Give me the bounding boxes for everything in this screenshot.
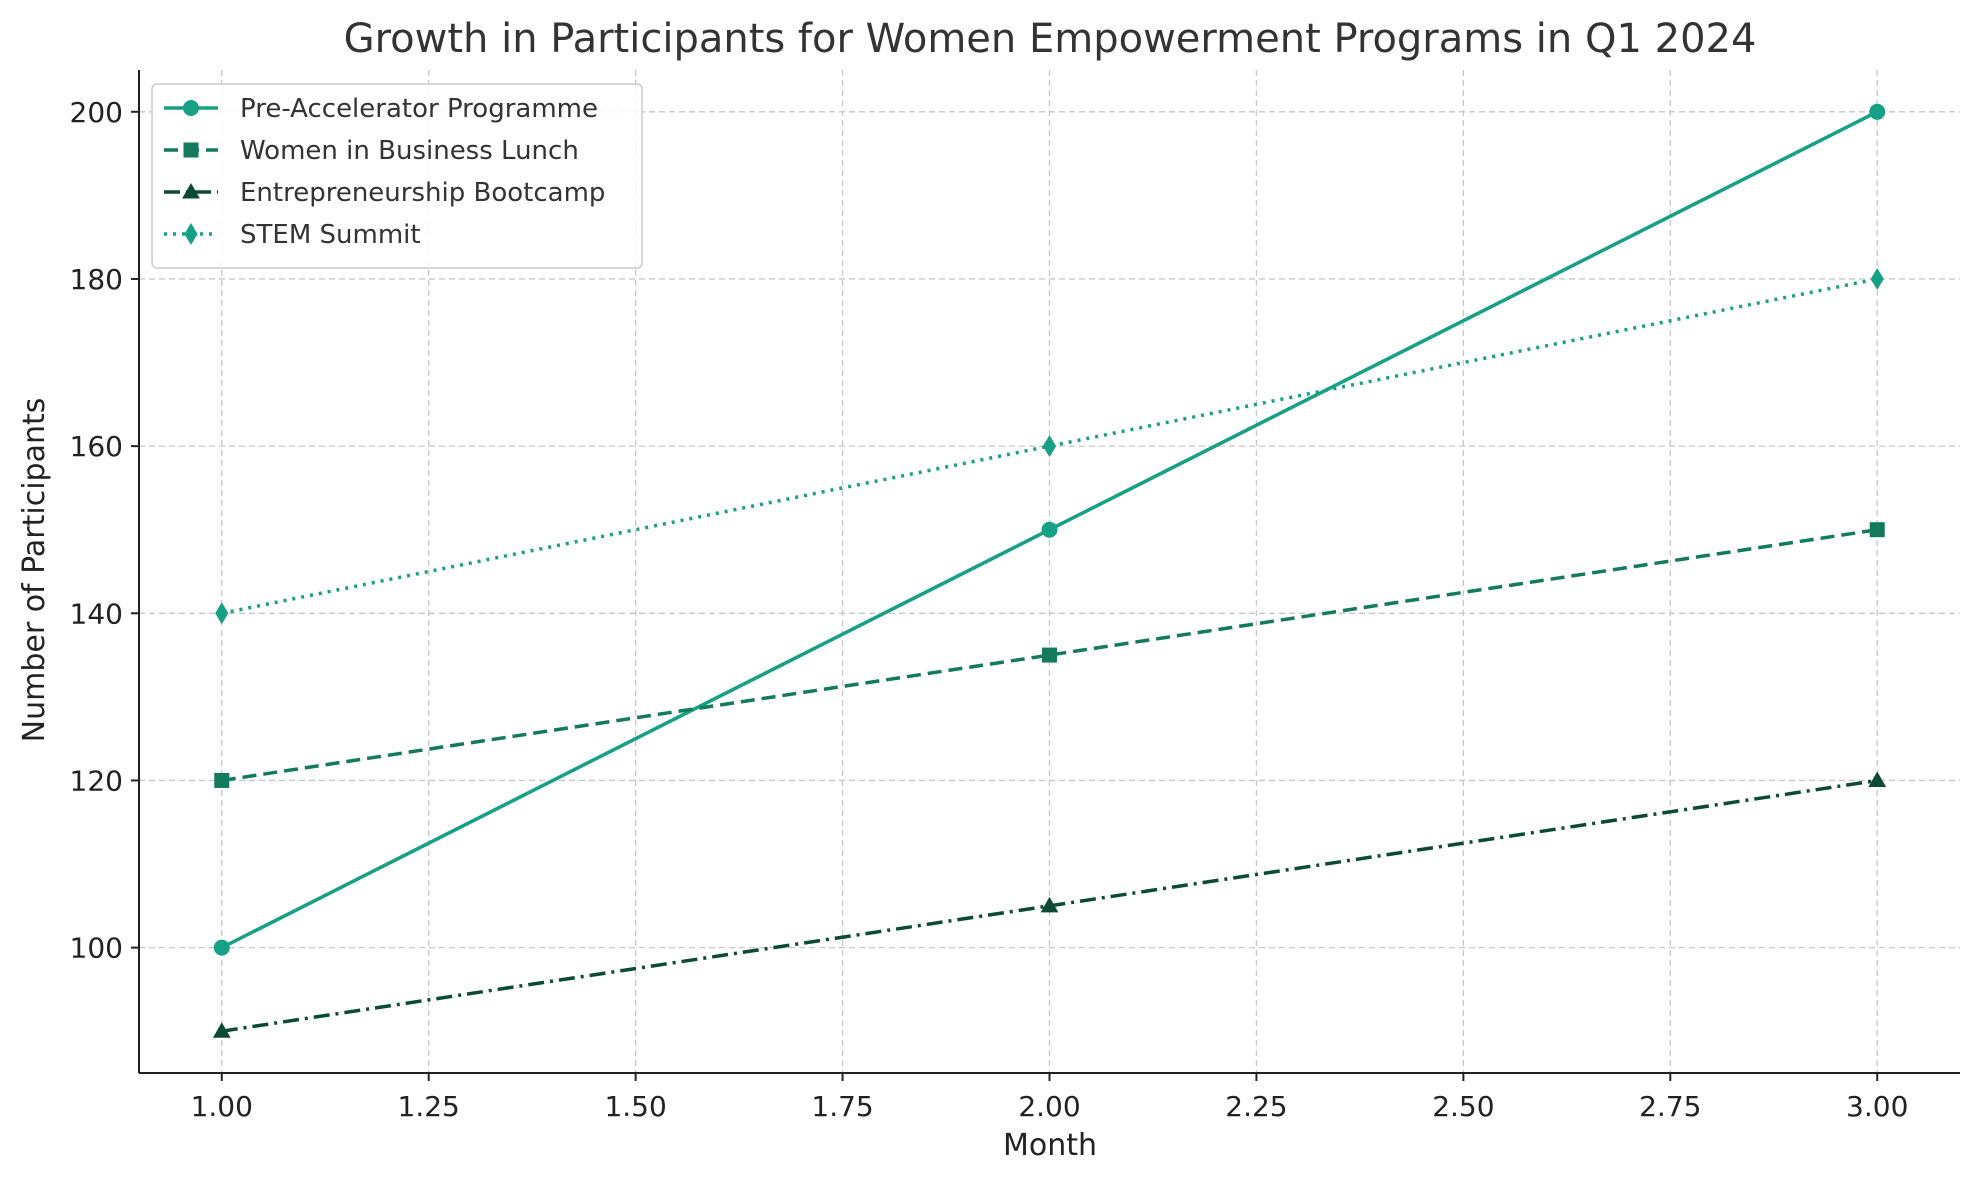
data-point bbox=[1042, 435, 1057, 458]
x-tick-label: 2.75 bbox=[1639, 1090, 1701, 1123]
data-point bbox=[1870, 267, 1884, 290]
data-point bbox=[1868, 771, 1887, 787]
series-stem-summit bbox=[215, 267, 1884, 625]
series-women-in-business-lunch bbox=[214, 522, 1885, 788]
data-point bbox=[1040, 896, 1059, 913]
series-line bbox=[221, 277, 1878, 616]
y-tick-label: 200 bbox=[70, 96, 123, 129]
data-point bbox=[212, 1022, 231, 1038]
legend-label: Pre-Accelerator Programme bbox=[240, 94, 598, 124]
y-tick-label: 180 bbox=[70, 263, 123, 296]
axes: 1.00 1.25 1.50 1.75 2.00 2.25 2.50 2.75 3.00 100 1… bbox=[70, 70, 1960, 1123]
x-tick-label: 1.75 bbox=[811, 1090, 873, 1123]
legend-item: Entrepreneurship Bootcamp bbox=[164, 178, 605, 208]
y-axis-label: Number of Participants bbox=[17, 398, 52, 743]
chart-title: Growth in Participants for Women Empower… bbox=[344, 16, 1757, 62]
x-tick-label: 1.50 bbox=[604, 1090, 666, 1123]
x-tick-label: 1.25 bbox=[398, 1090, 460, 1123]
data-point bbox=[214, 772, 230, 788]
legend-item: Pre-Accelerator Programme bbox=[164, 94, 598, 124]
legend-item: Women in Business Lunch bbox=[164, 136, 579, 166]
legend-marker bbox=[183, 100, 199, 116]
legend-label: Women in Business Lunch bbox=[240, 136, 579, 166]
legend-label: Entrepreneurship Bootcamp bbox=[240, 178, 605, 208]
x-tick-label: 1.00 bbox=[191, 1090, 253, 1123]
legend-box bbox=[151, 83, 643, 269]
series-pre-accelerator-programme bbox=[213, 103, 1886, 956]
y-tick-label: 120 bbox=[70, 764, 123, 797]
x-tick-label: 2.00 bbox=[1018, 1090, 1080, 1123]
legend-label: STEM Summit bbox=[240, 220, 421, 250]
legend: Pre-Accelerator Programme Women in Busine… bbox=[151, 83, 643, 269]
legend-marker bbox=[182, 182, 200, 199]
data-point bbox=[1869, 522, 1885, 538]
series-line bbox=[221, 527, 1878, 783]
data-point bbox=[1041, 521, 1058, 538]
y-tick-label: 160 bbox=[70, 430, 123, 463]
data-point bbox=[215, 602, 229, 625]
data-point bbox=[1869, 103, 1886, 120]
legend-item: STEM Summit bbox=[164, 220, 421, 250]
data-point bbox=[213, 939, 230, 956]
x-axis-label: Month bbox=[1003, 1128, 1097, 1163]
legend-marker bbox=[183, 142, 199, 158]
x-tick-label: 2.25 bbox=[1225, 1090, 1287, 1123]
x-tick-label: 2.50 bbox=[1432, 1090, 1494, 1123]
series-entrepreneurship-bootcamp bbox=[212, 771, 1887, 1038]
legend-marker bbox=[184, 223, 198, 245]
y-tick-label: 100 bbox=[70, 932, 123, 965]
x-tick-label: 3.00 bbox=[1846, 1090, 1908, 1123]
series-lines bbox=[212, 103, 1887, 1038]
data-point bbox=[1042, 647, 1057, 663]
y-tick-label: 140 bbox=[70, 597, 123, 630]
